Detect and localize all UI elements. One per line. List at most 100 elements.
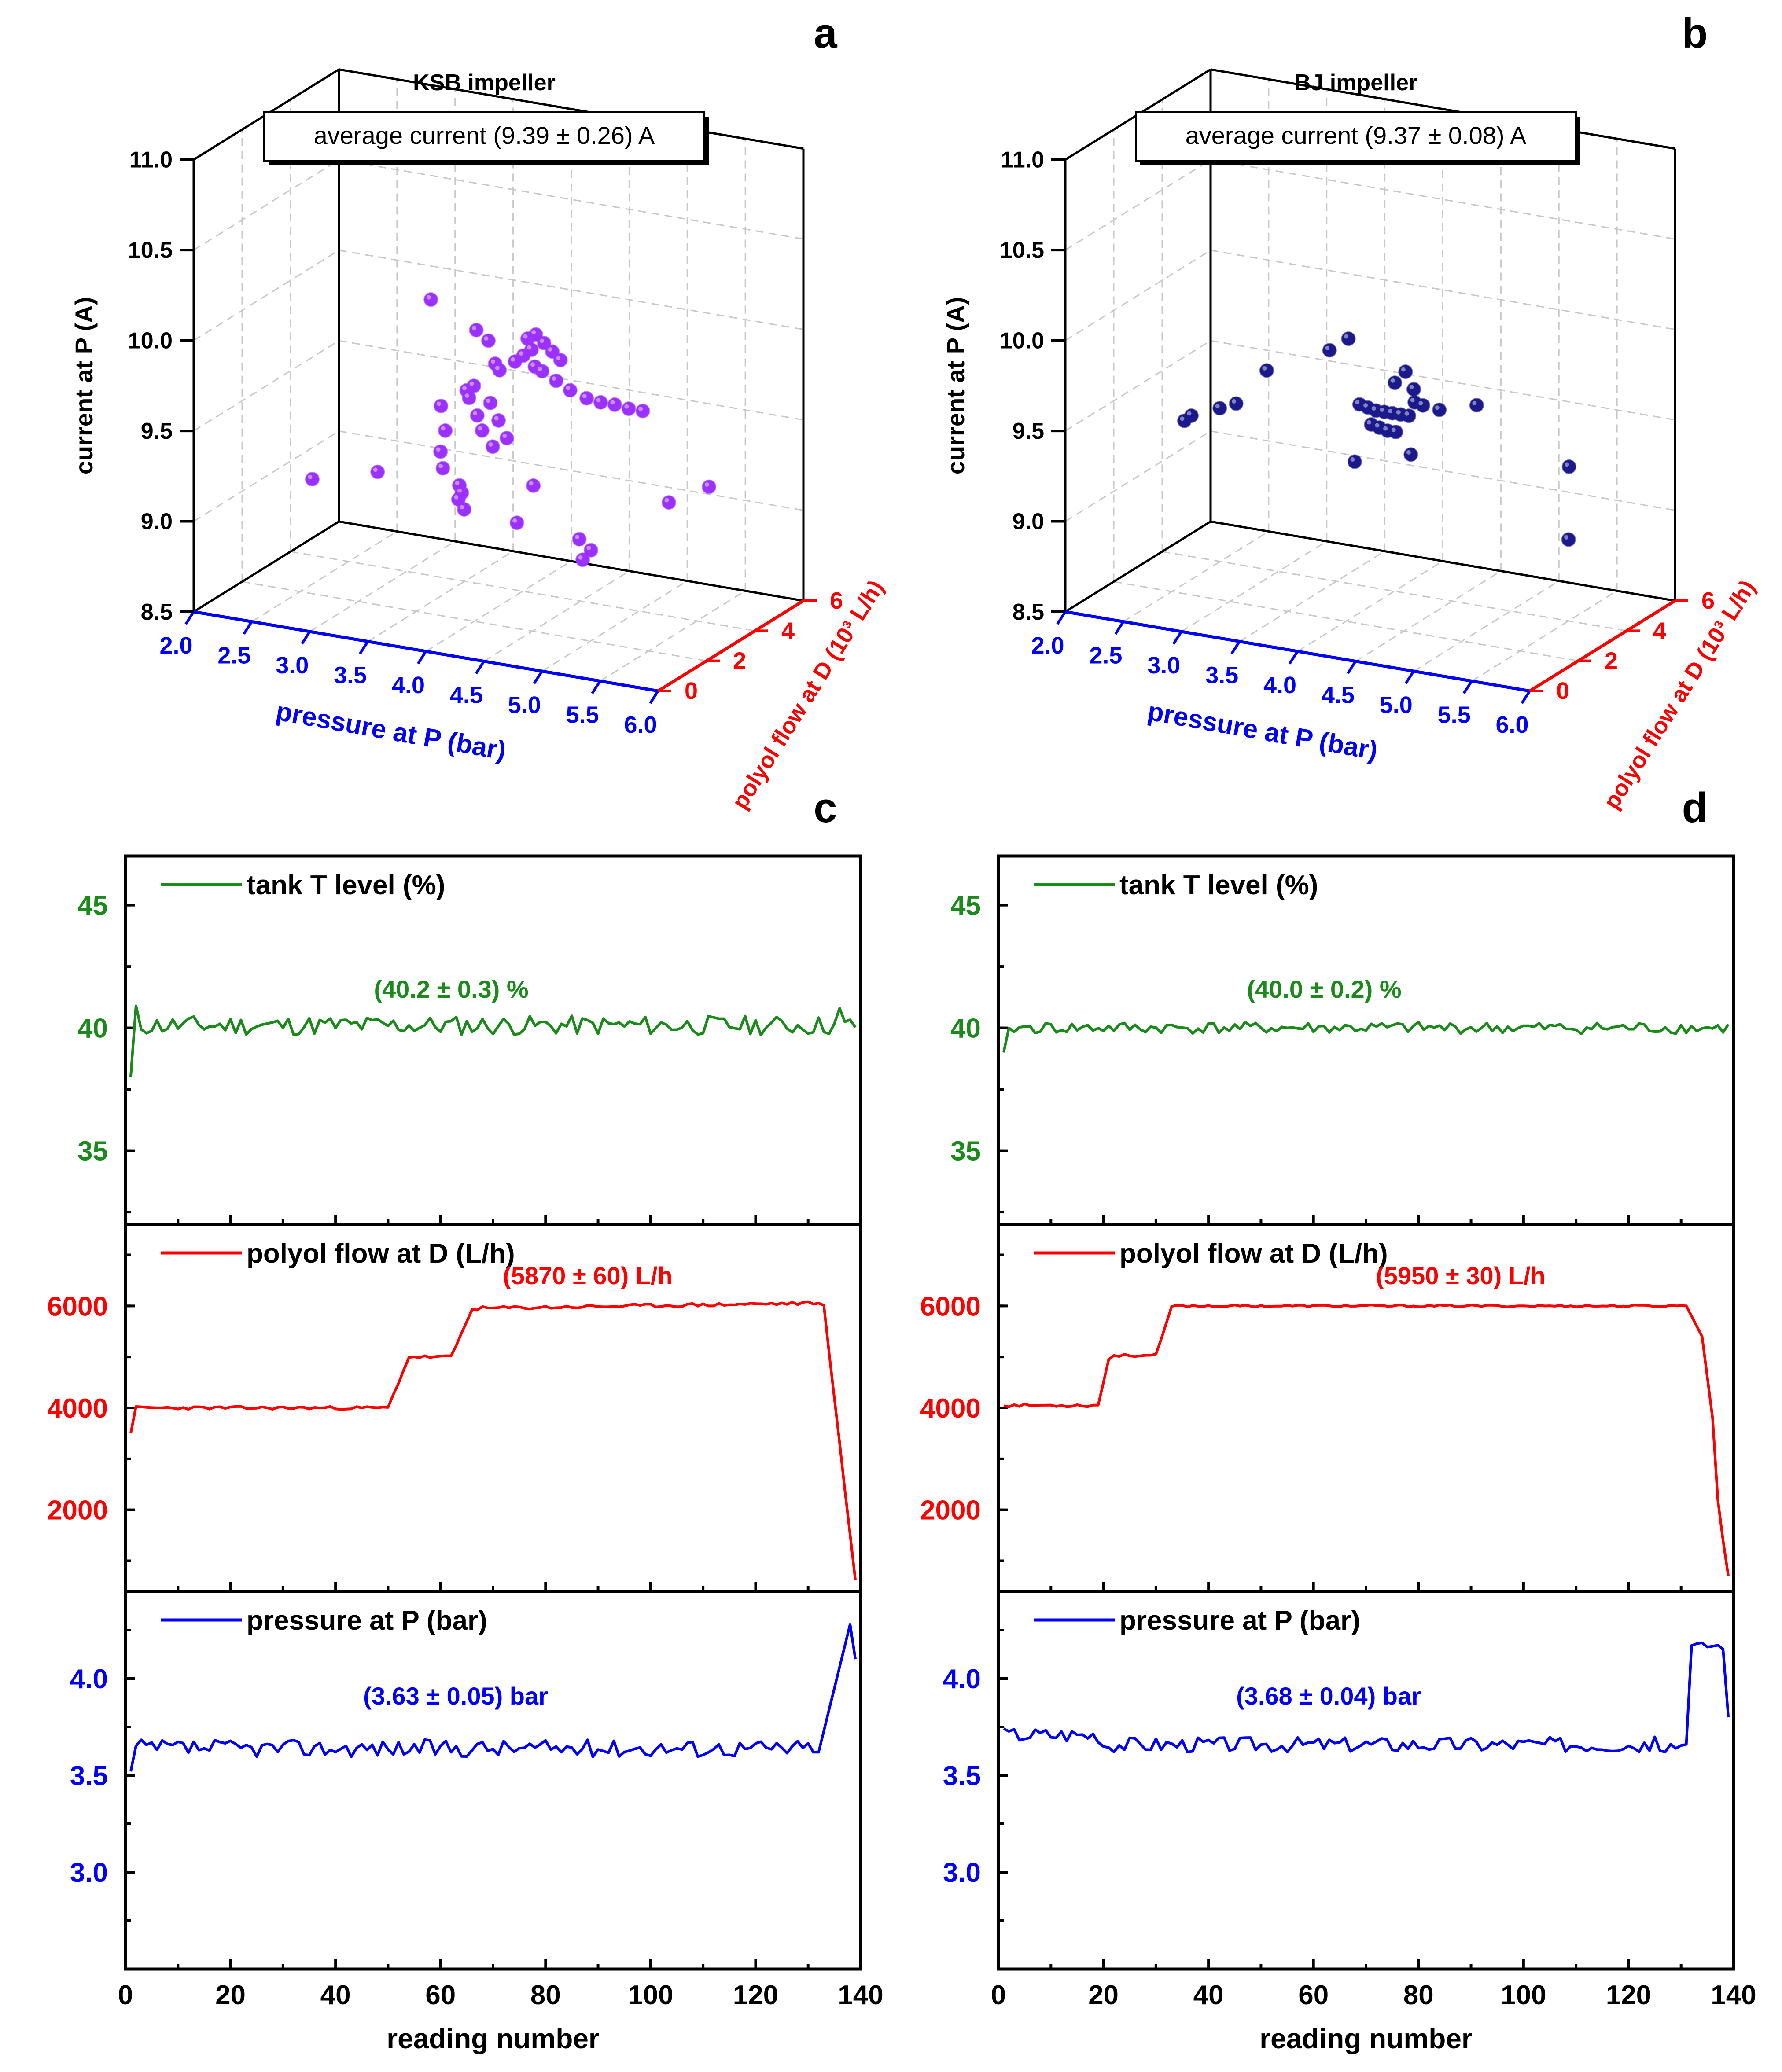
y-tick-label: 4	[1653, 617, 1666, 644]
y-tick-label: 0	[685, 678, 698, 704]
gridline	[1181, 540, 1327, 632]
data-point-highlight	[1391, 427, 1396, 432]
x-tick-label: 80	[530, 1980, 561, 2010]
gridline	[425, 560, 572, 652]
data-point-highlight	[1406, 450, 1411, 455]
box-edge	[339, 520, 804, 602]
data-point-highlight	[582, 393, 587, 398]
gridline	[1123, 531, 1269, 622]
x-tick-label: 4.0	[392, 672, 425, 698]
y-axis-label: polyol flow at D (10³ L/h)	[1599, 576, 1761, 813]
y-tick-label: 4	[781, 617, 795, 644]
data-point-highlight	[457, 488, 462, 493]
data-point-highlight	[610, 400, 615, 405]
data-point	[607, 397, 622, 412]
box-edge	[339, 68, 804, 150]
data-point-highlight	[1366, 420, 1371, 425]
z-axis-label: current at P (A)	[942, 297, 969, 474]
data-point	[524, 342, 539, 357]
data-point	[1402, 408, 1416, 423]
data-point-highlight	[1325, 345, 1330, 350]
x-tick-label: 140	[838, 1980, 883, 2010]
x-tick-label: 5.5	[566, 702, 599, 728]
z-tick-label: 9.0	[1012, 509, 1044, 535]
x-tick-label: 5.0	[508, 692, 541, 718]
data-point-highlight	[1396, 410, 1401, 415]
data-point	[1322, 343, 1337, 358]
data-point	[1388, 425, 1403, 440]
gridline	[193, 340, 339, 432]
y-tick-label: 4000	[920, 1393, 981, 1424]
data-point-highlight	[488, 442, 493, 447]
x-tick-label: 40	[1193, 1980, 1224, 2010]
data-point	[1432, 402, 1447, 417]
data-point-highlight	[462, 386, 467, 390]
data-point-highlight	[1564, 535, 1569, 540]
data-point	[575, 552, 590, 567]
x-tick	[184, 611, 195, 625]
data-point-highlight	[1472, 400, 1477, 405]
legend-label: polyol flow at D (L/h)	[247, 1238, 515, 1269]
gridline	[290, 551, 755, 632]
data-point-highlight	[512, 518, 517, 523]
y-tick-label: 45	[77, 891, 108, 921]
chart-title: KSB impeller	[413, 70, 556, 96]
y-tick-label: 2000	[47, 1495, 108, 1526]
chart-title: BJ impeller	[1294, 70, 1418, 96]
data-point-highlight	[1371, 406, 1376, 411]
data-point-highlight	[664, 498, 669, 503]
gridline	[1355, 570, 1502, 662]
y-tick-label: 3.0	[70, 1858, 108, 1888]
data-point-highlight	[441, 426, 446, 431]
data-point-highlight	[478, 426, 482, 431]
gridlines-3d	[1064, 69, 1676, 692]
box-edge	[193, 520, 340, 613]
data-point	[457, 502, 471, 517]
data-point-highlight	[472, 326, 476, 331]
y-tick-label: 2000	[920, 1495, 981, 1526]
series-line	[129, 1004, 857, 1077]
data-point-highlight	[436, 447, 441, 452]
data-point-highlight	[596, 398, 601, 403]
subplot-pressc: 3.0 3.5 4.0 pressure at P (bar) (3.63 ± 0.05…	[70, 1605, 862, 1969]
y-tick-label: 3.5	[943, 1761, 981, 1791]
data-point	[563, 383, 578, 398]
data-point-highlight	[1409, 385, 1414, 389]
z-tick-label: 9.0	[141, 509, 173, 535]
y-tick-label: 2	[733, 648, 746, 674]
x-tick	[1230, 640, 1241, 655]
z-tick-label: 10.5	[1000, 238, 1044, 263]
data-point	[1415, 398, 1430, 413]
data-point	[1347, 454, 1362, 469]
y-tick-label: 6	[1701, 588, 1715, 614]
x-tick-label: 4.5	[450, 682, 483, 709]
data-point-highlight	[1418, 401, 1423, 406]
y-axis-line	[1529, 599, 1676, 692]
data-point-highlight	[530, 362, 535, 367]
y-tick-label: 6000	[920, 1291, 981, 1322]
data-point	[499, 430, 514, 445]
z-tick-label: 9.5	[141, 419, 173, 444]
y-axis-label: polyol flow at D (10³ L/h)	[727, 576, 889, 813]
data-point-highlight	[1187, 411, 1192, 416]
x-tick-label: 20	[215, 1980, 246, 2010]
x-tick-label: 4.0	[1263, 672, 1296, 698]
y-tick-label: 45	[950, 891, 981, 921]
series-line	[1003, 1304, 1730, 1576]
x-tick-label: 2.0	[1031, 632, 1064, 659]
data-point-highlight	[438, 463, 443, 468]
y-tick-label: 40	[77, 1014, 108, 1044]
x-tick-label: 80	[1403, 1980, 1434, 2010]
x-tick	[1172, 631, 1183, 645]
data-point	[492, 363, 507, 378]
y-tick-label: 4.0	[943, 1664, 981, 1694]
x-tick	[1462, 680, 1473, 694]
data-point-highlight	[1401, 367, 1406, 372]
data-point-highlight	[575, 535, 579, 540]
z-tick-label: 11.0	[1001, 147, 1044, 173]
legend-label: pressure at P (bar)	[1119, 1605, 1360, 1636]
data-point-highlight	[1262, 366, 1267, 371]
annotation-box	[1135, 111, 1577, 162]
y-tick-label: 35	[950, 1136, 981, 1167]
x-axis-label: reading number	[387, 2023, 600, 2054]
